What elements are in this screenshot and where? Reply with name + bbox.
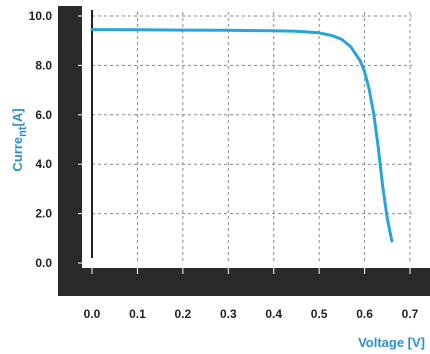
y-tick-label: 2.0	[35, 207, 52, 221]
y-axis-title-sub: nt	[17, 126, 29, 137]
iv-curve-line	[90, 28, 394, 243]
x-tick-label: 0.4	[265, 307, 282, 321]
x-tick-label: 0.0	[84, 307, 101, 321]
x-tick-label: 0.5	[311, 307, 328, 321]
frame-bottom-bar	[58, 268, 430, 296]
data-point	[367, 87, 371, 91]
y-tick-label: 8.0	[35, 58, 52, 72]
data-point	[340, 38, 344, 41]
x-tick-label: 0.1	[129, 307, 146, 321]
data-point	[349, 45, 353, 49]
data-point	[181, 28, 185, 32]
x-tick-label: 0.6	[356, 307, 373, 321]
data-point	[390, 239, 394, 243]
data-point	[358, 59, 362, 62]
data-point	[295, 29, 298, 33]
x-axis-title: Voltage [V]	[358, 335, 425, 350]
data-point	[363, 70, 366, 73]
data-point	[385, 217, 389, 220]
axis-ticks: 0.0 0.1 0.2 0.3 0.4 0.5 0.6 0.7 0.0 2.0 4.0 6.0 8.0 1…	[29, 9, 419, 321]
x-tick-label: 0.3	[220, 307, 237, 321]
data-point	[331, 34, 335, 38]
y-tick-label: 6.0	[35, 108, 52, 122]
data-point	[226, 28, 230, 32]
data-point	[372, 112, 376, 115]
data-point	[136, 28, 139, 32]
y-axis-title: Current[A]	[10, 108, 29, 171]
y-tick-label: 4.0	[35, 157, 52, 171]
y-axis-title-main: Curre	[10, 137, 25, 172]
x-tick-label: 0.2	[175, 307, 192, 321]
y-axis-title-unit: [A]	[10, 108, 25, 126]
data-point	[381, 185, 385, 188]
y-tick-label: 0.0	[35, 256, 52, 270]
grid-lines	[92, 12, 412, 262]
data-point	[317, 31, 321, 35]
chart-frame	[58, 6, 430, 296]
data-point	[272, 29, 276, 33]
frame-top-tab	[58, 6, 76, 16]
frame-left-bar	[58, 6, 82, 274]
y-tick-label: 10.0	[29, 9, 53, 23]
series-group	[90, 28, 394, 243]
plot-area	[90, 10, 415, 263]
data-point	[90, 28, 94, 31]
data-point	[376, 145, 380, 149]
x-tick-label: 0.7	[402, 307, 419, 321]
